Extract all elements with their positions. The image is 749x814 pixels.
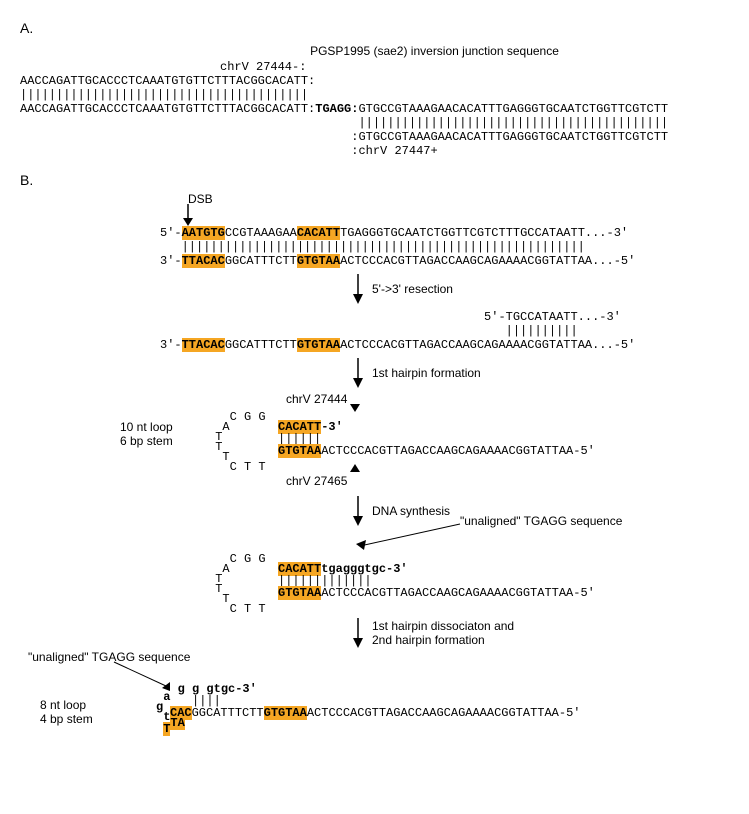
panel-a-toppipes: ||||||||||||||||||||||||||||||||||||||||	[20, 88, 729, 102]
dna-synth-label: DNA synthesis	[372, 504, 450, 518]
step1-top: 5'-AATGTGCCGTAAAGAACACATTTGAGGGTGCAATCTG…	[160, 226, 729, 240]
step2-topfrag: 5'-TGCCATAATT...-3'	[160, 310, 729, 324]
arrow-down-icon	[350, 356, 366, 390]
step2-toppipes: ||||||||||	[160, 324, 729, 338]
mid-left: AACCAGATTGCACCCTCAAATGTGTTCTTTACGGCACATT…	[20, 102, 315, 116]
chrv-27444-marker: chrV 27444	[320, 394, 729, 410]
unaligned-pointer-2: "unaligned" TGAGG sequence	[20, 654, 729, 676]
hairpin-1-ext: C G G A T T T C T T CACATTtgagggtgc-3' |…	[150, 552, 729, 612]
panel-a-title: PGSP1995 (sae2) inversion junction seque…	[140, 44, 729, 58]
pointer-arrow-icon	[350, 522, 490, 552]
unaligned-pointer-1: "unaligned" TGAGG sequence	[20, 532, 729, 552]
step1-pipes: ||||||||||||||||||||||||||||||||||||||||…	[160, 240, 729, 254]
panel-a-botpipes: ||||||||||||||||||||||||||||||||||||||||…	[20, 116, 729, 130]
step1-bot: 3'-TTACACGGCATTTCTTGTGTAAACTCCCACGTTAGAC…	[160, 254, 729, 268]
arrow-down-icon	[350, 616, 366, 650]
arrow-down-icon	[180, 204, 196, 230]
hairpin-2: 8 nt loop 4 bp stem g g gtgc-3' a |||| g…	[60, 676, 729, 746]
panel-a-label: A.	[20, 20, 729, 36]
panel-a-topseq: AACCAGATTGCACCCTCAAATGTGTTCTTTACGGCACATT…	[20, 74, 729, 88]
hp1-loop-desc: 10 nt loop 6 bp stem	[120, 420, 173, 448]
chrv-top-label: chrV 27444-:	[220, 60, 729, 74]
resection-label: 5'->3' resection	[372, 282, 453, 296]
panel-a: A. PGSP1995 (sae2) inversion junction se…	[20, 20, 729, 158]
triangle-up-icon	[350, 464, 360, 472]
chrv-27465-marker: chrV 27465	[320, 470, 729, 490]
dsb-marker: DSB	[172, 196, 729, 226]
panel-b-label: B.	[20, 172, 729, 188]
hp2-label: 1st hairpin dissociaton and 2nd hairpin …	[372, 619, 514, 647]
chrv-bot-label: :chrV 27447+	[20, 144, 729, 158]
hp1-label: 1st hairpin formation	[372, 366, 481, 380]
panel-b: B. DSB 5'-AATGTGCCGTAAAGAACACATTTGAGGGTG…	[20, 172, 729, 746]
chrv-27465-label: chrV 27465	[286, 474, 347, 488]
panel-a-botseq: :GTGCCGTAAAGAACACATTTGAGGGTGCAATCTGGTTCG…	[20, 130, 729, 144]
mid-bold: TGAGG:	[315, 102, 358, 116]
chrv-27444-label: chrV 27444	[286, 392, 347, 406]
hairpin-1: 10 nt loop 6 bp stem C G G A T T T C T T…	[150, 410, 729, 470]
panel-a-midseq: AACCAGATTGCACCCTCAAATGTGTTCTTTACGGCACATT…	[20, 102, 729, 116]
arrow-down-icon	[350, 272, 366, 306]
hp2-loop-desc: 8 nt loop 4 bp stem	[40, 698, 93, 726]
step2-bot: 3'-TTACACGGCATTTCTTGTGTAAACTCCCACGTTAGAC…	[160, 338, 729, 352]
mid-right: GTGCCGTAAAGAACACATTTGAGGGTGCAATCTGGTTCGT…	[358, 102, 668, 116]
